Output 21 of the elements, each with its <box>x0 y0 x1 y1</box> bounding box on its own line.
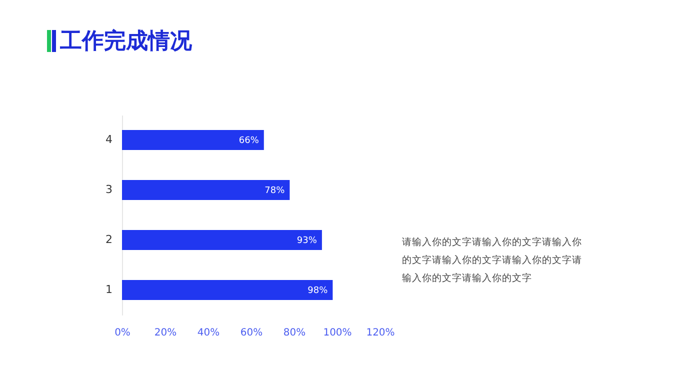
data-label: 93% <box>296 236 318 246</box>
data-label: 66% <box>238 136 260 146</box>
x-tick-label: 80% <box>283 328 306 338</box>
bar <box>122 280 333 300</box>
x-tick-label: 0% <box>114 328 130 338</box>
bar <box>122 130 264 150</box>
y-tick-label: 1 <box>106 283 112 296</box>
data-label: 98% <box>308 286 328 296</box>
x-tick-label: 60% <box>240 328 263 338</box>
text: 请输入你的文字请输入你的文字请输入你的文字请输入你的文字请输入你的文字请输入你的文字请输入你的文字 <box>402 236 582 284</box>
bar <box>122 230 322 250</box>
x-tick-label: 40% <box>197 328 220 338</box>
bar <box>122 180 290 200</box>
y-tick-label: 2 <box>106 233 112 246</box>
x-tick-label: 20% <box>154 328 177 338</box>
x-tick-label: 100% <box>323 328 352 338</box>
y-tick-label: 4 <box>106 133 112 146</box>
chart-title: 工作完成情况 <box>59 28 193 54</box>
data-label: 78% <box>264 186 286 196</box>
y-tick-label: 3 <box>106 183 112 196</box>
x-tick-label: 120% <box>366 328 395 338</box>
